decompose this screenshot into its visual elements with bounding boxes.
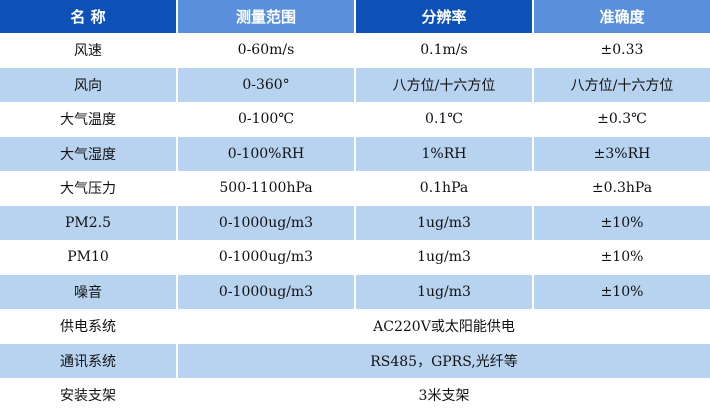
resolution: 1%RH bbox=[356, 136, 532, 171]
table-row: 大气压力 500-1100hPa 0.1hPa ±0.3hPa bbox=[0, 171, 710, 205]
param-name: 大气温度 bbox=[60, 112, 116, 128]
table-row: 通讯系统 RS485，GPRS,光纤等 bbox=[0, 343, 710, 378]
param-name: 大气压力 bbox=[60, 181, 116, 197]
param-value: AC220V或太阳能供电 bbox=[373, 319, 515, 335]
measure-range: 0-1000ug/m3 bbox=[178, 205, 354, 240]
param-name: 风向 bbox=[0, 67, 176, 102]
table-row: 风速 0-60m/s 0.1m/s ±0.33 bbox=[0, 33, 710, 67]
accuracy: ±10% bbox=[600, 249, 644, 265]
resolution: 1ug/m3 bbox=[356, 205, 532, 240]
table-row: PM10 0-1000ug/m3 1ug/m3 ±10% bbox=[0, 240, 710, 274]
accuracy: ±10% bbox=[534, 274, 710, 309]
accuracy: ±10% bbox=[534, 205, 710, 240]
param-name: 大气湿度 bbox=[0, 136, 176, 171]
table-row: 大气温度 0-100℃ 0.1℃ ±0.3℃ bbox=[0, 102, 710, 136]
measure-range: 0-100%RH bbox=[178, 136, 354, 171]
table-row: 风向 0-360° 八方位/十六方位 八方位/十六方位 bbox=[0, 67, 710, 102]
param-value: RS485，GPRS,光纤等 bbox=[178, 343, 710, 378]
measure-range: 0-360° bbox=[178, 67, 354, 102]
header-resolution: 分辨率 bbox=[356, 0, 532, 33]
table-header-row: 名 称 测量范围 分辨率 准确度 bbox=[0, 0, 710, 33]
param-name: 噪音 bbox=[0, 274, 176, 309]
param-value: 3米支架 bbox=[418, 388, 470, 404]
measure-range: 0-1000ug/m3 bbox=[178, 274, 354, 309]
param-name: 安装支架 bbox=[60, 388, 116, 404]
measure-range: 0-1000ug/m3 bbox=[218, 249, 314, 265]
param-name: PM2.5 bbox=[0, 205, 176, 240]
measure-range: 0-100℃ bbox=[237, 111, 295, 127]
resolution: 八方位/十六方位 bbox=[356, 67, 532, 102]
accuracy: 八方位/十六方位 bbox=[534, 67, 710, 102]
table-row: PM2.5 0-1000ug/m3 1ug/m3 ±10% bbox=[0, 205, 710, 240]
resolution: 0.1℃ bbox=[425, 111, 463, 127]
table-row: 安装支架 3米支架 bbox=[0, 378, 710, 412]
param-name: PM10 bbox=[67, 249, 109, 265]
measure-range: 0-60m/s bbox=[237, 42, 295, 58]
resolution: 1ug/m3 bbox=[356, 274, 532, 309]
accuracy: ±0.33 bbox=[600, 42, 644, 58]
resolution: 0.1m/s bbox=[420, 42, 468, 58]
resolution: 0.1hPa bbox=[419, 180, 469, 196]
param-name: 风速 bbox=[74, 43, 102, 59]
header-range: 测量范围 bbox=[178, 0, 354, 33]
header-accuracy: 准确度 bbox=[534, 0, 710, 33]
measure-range: 500-1100hPa bbox=[219, 180, 313, 196]
table-row: 供电系统 AC220V或太阳能供电 bbox=[0, 309, 710, 343]
param-name: 通讯系统 bbox=[0, 343, 176, 378]
table-row: 噪音 0-1000ug/m3 1ug/m3 ±10% bbox=[0, 274, 710, 309]
table-row: 大气湿度 0-100%RH 1%RH ±3%RH bbox=[0, 136, 710, 171]
header-name: 名 称 bbox=[0, 0, 176, 33]
param-name: 供电系统 bbox=[60, 319, 116, 335]
accuracy: ±0.3hPa bbox=[591, 180, 653, 196]
accuracy: ±0.3℃ bbox=[597, 111, 647, 127]
resolution: 1ug/m3 bbox=[417, 249, 471, 265]
accuracy: ±3%RH bbox=[534, 136, 710, 171]
